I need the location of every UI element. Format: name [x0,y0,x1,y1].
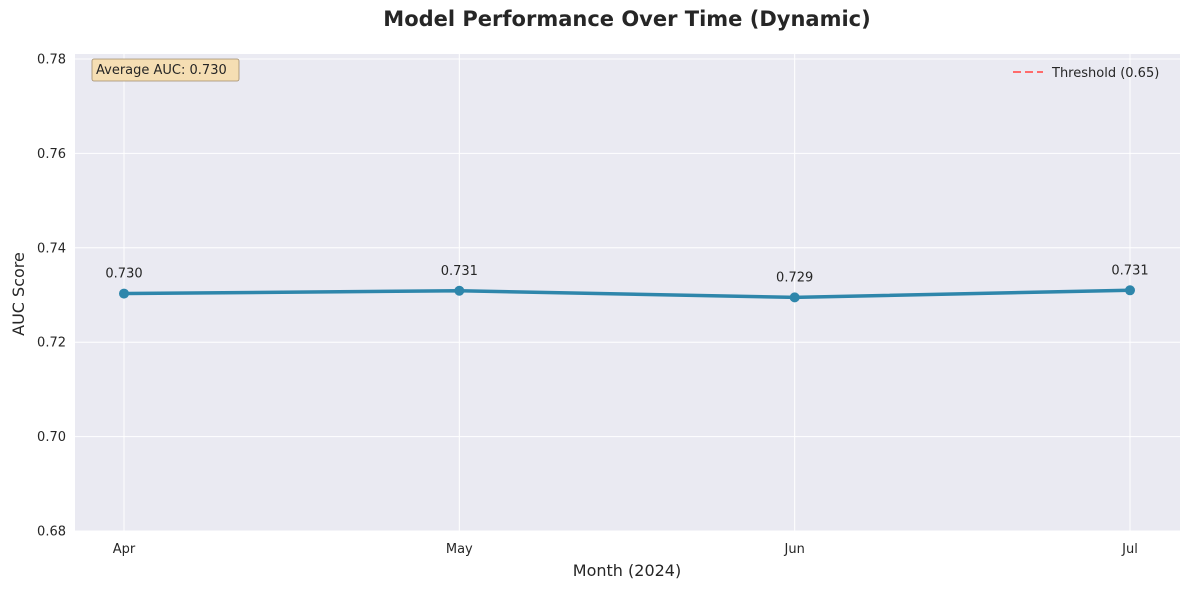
legend-threshold-label: Threshold (0.65) [1051,66,1159,81]
y-tick-label: 0.76 [37,147,66,162]
data-point [789,292,800,303]
x-axis-label: Month (2024) [573,561,681,580]
chart-title: Model Performance Over Time (Dynamic) [383,7,870,31]
data-point [119,288,129,299]
y-tick-label: 0.74 [37,241,66,256]
y-axis-label: AUC Score [9,252,28,336]
data-label: 0.729 [776,270,813,285]
average-annotation: Average AUC: 0.730 [91,58,240,82]
tick-labels: 0.68 0.70 0.72 0.74 0.76 0.78 Apr May Jun Jul [37,53,1138,558]
y-tick-label: 0.78 [37,53,66,68]
data-label: 0.730 [105,267,142,282]
y-tick-label: 0.68 [37,525,66,540]
legend: Threshold (0.65) [1013,66,1159,81]
x-tick-label: Jul [1121,542,1138,557]
series-layer: 0.730 0.731 0.729 0.731 [105,263,1149,303]
data-label: 0.731 [1111,263,1148,278]
y-tick-label: 0.70 [37,430,66,445]
series-line [122,288,1132,300]
x-tick-label: Apr [113,542,136,557]
data-label: 0.731 [441,264,478,279]
x-tick-label: Jun [784,542,805,557]
average-annotation-text: Average AUC: 0.730 [96,63,227,78]
x-tick-label: May [446,542,473,557]
average-annotation-box [91,58,240,82]
data-point [1125,285,1135,296]
y-tick-label: 0.72 [37,336,66,351]
data-point [454,285,465,296]
